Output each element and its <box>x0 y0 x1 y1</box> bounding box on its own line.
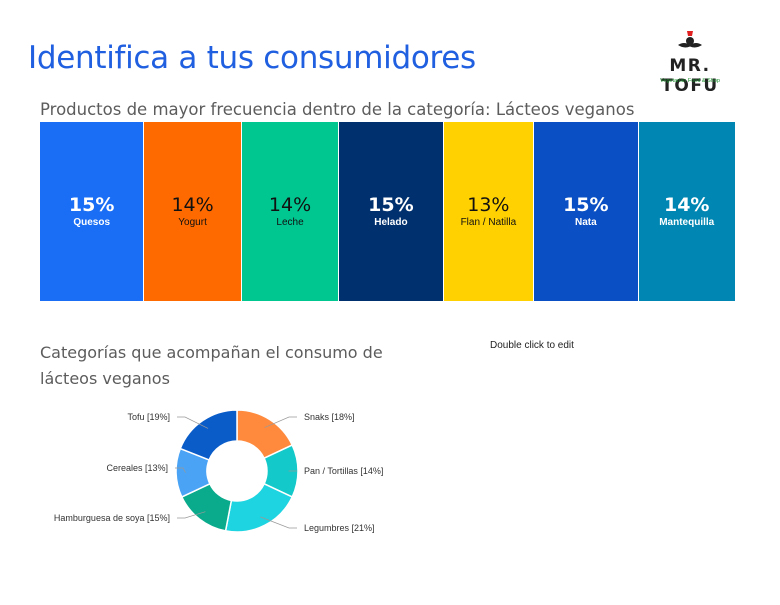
donut-leader-line <box>177 511 206 519</box>
treemap-cell: 15% Quesos <box>40 122 145 301</box>
treemap-cell: 14% Leche <box>241 122 340 301</box>
donut-slice-label: Cereales [13%] <box>106 463 168 473</box>
treemap-cell: 13% Flan / Natilla <box>443 122 535 301</box>
donut-slice <box>179 409 238 461</box>
donut-leader-line <box>260 516 297 529</box>
logo-name: MR. TOFU <box>661 56 719 96</box>
donut-slice-label: Tofu [19%] <box>127 412 170 422</box>
donut-leader-line <box>177 416 209 429</box>
treemap-value-label: 13% <box>467 194 510 216</box>
treemap-value-label: 15% <box>68 194 115 216</box>
logo-tagline: Vegetarian Food & Shop <box>660 78 720 84</box>
treemap-value-label: 14% <box>171 194 214 216</box>
categories-donut-chart: Snaks [18%] Pan / Tortillas [14%] Legumbre… <box>54 409 383 533</box>
donut-slice-label: Pan / Tortillas [14%] <box>304 466 383 476</box>
treemap-category-label: Helado <box>374 217 408 228</box>
treemap-cell: 14% Mantequilla <box>638 122 735 301</box>
treemap-value-label: 15% <box>368 194 414 216</box>
treemap-category-label: Flan / Natilla <box>460 217 517 228</box>
edit-hint[interactable]: Double click to edit <box>490 340 574 351</box>
treemap-category-label: Mantequilla <box>659 217 715 228</box>
treemap-category-label: Yogurt <box>178 217 207 228</box>
treemap-cell: 15% Helado <box>339 122 444 301</box>
donut-slice-label: Hamburguesa de soya [15%] <box>54 513 170 523</box>
donut-slice-label: Snaks [18%] <box>304 412 355 422</box>
products-treemap: 15% Quesos 14% Yogurt 14% Leche 15% Helado 13% Fl… <box>40 122 735 301</box>
mr-tofu-logo: MR. TOFU Vegetarian Food & Shop <box>640 28 740 96</box>
donut-leader-line <box>175 467 186 473</box>
donut-leader-line <box>264 416 297 428</box>
treemap-category-label: Nata <box>574 217 597 228</box>
donut-slice-label: Legumbres [21%] <box>304 523 375 533</box>
treemap-cell: 15% Nata <box>534 122 639 301</box>
chef-mustache-icon <box>678 31 702 48</box>
treemap-value-label: 14% <box>663 194 710 216</box>
treemap-cell: 14% Yogurt <box>144 122 242 301</box>
treemap-title: Productos de mayor frecuencia dentro de … <box>40 100 635 119</box>
page-title: Identifica a tus consumidores <box>28 40 476 76</box>
treemap-value-label: 15% <box>563 194 609 216</box>
donut-title: Categorías que acompañan el consumo de l… <box>40 343 383 388</box>
treemap-value-label: 14% <box>268 194 312 216</box>
treemap-category-label: Leche <box>276 217 304 228</box>
treemap-category-label: Quesos <box>73 217 111 228</box>
